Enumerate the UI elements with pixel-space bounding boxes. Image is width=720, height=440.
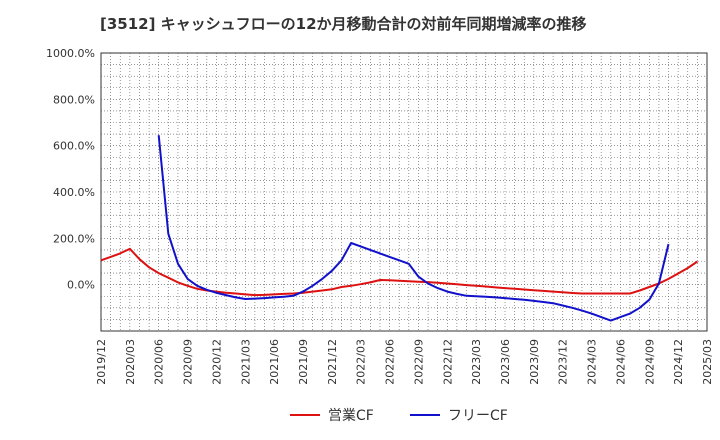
x-tick-label: 2021/12 [326,339,339,385]
x-tick-label: 2021/03 [239,339,252,385]
x-tick-label: 2024/03 [586,339,599,385]
legend: 営業CF フリーCF [0,405,720,425]
legend-label-operating-cf: 営業CF [328,408,374,424]
y-tick-label: 0.0% [67,279,95,292]
x-tick-label: 2024/12 [672,339,685,385]
y-tick-label: 400.0% [53,186,95,199]
x-tick-label: 2021/09 [297,339,310,385]
legend-swatch-operating-cf [290,414,320,416]
x-tick-label: 2020/06 [153,339,166,385]
legend-label-free-cf: フリーCF [448,408,508,424]
y-tick-label: 1000.0% [46,47,95,60]
horizontal-grid [101,64,707,320]
x-tick-label: 2022/03 [355,339,368,385]
x-tick-label: 2023/03 [470,339,483,385]
y-tick-label: 800.0% [53,93,95,106]
y-tick-label: 200.0% [53,232,95,245]
x-tick-label: 2024/06 [614,339,627,385]
series-line-operating-cf [100,247,698,297]
series-line-free-cf [157,135,670,322]
x-tick-label: 2020/03 [124,339,137,385]
x-tick-label: 2020/12 [210,339,223,385]
y-tick-label: 600.0% [53,140,95,153]
x-tick-label: 2019/12 [95,339,108,385]
y-axis-ticks: 0.0% 200.0% 400.0% 600.0% 800.0% 1000.0% [46,47,95,292]
x-tick-label: 2022/12 [441,339,454,385]
legend-item-free-cf: フリーCF [410,405,508,425]
x-axis-ticks: 2019/12 2020/03 2020/06 2020/09 2020/12 2021/… [95,339,714,385]
x-tick-label: 2023/06 [499,339,512,385]
x-tick-label: 2024/09 [643,339,656,385]
legend-item-operating-cf: 営業CF [290,405,374,425]
x-tick-label: 2025/03 [701,339,714,385]
x-tick-label: 2023/09 [528,339,541,385]
x-tick-label: 2021/06 [268,339,281,385]
x-tick-label: 2023/12 [557,339,570,385]
legend-swatch-free-cf [410,414,440,416]
x-tick-label: 2022/09 [412,339,425,385]
x-tick-label: 2020/09 [182,339,195,385]
series-lines [100,135,698,322]
x-tick-label: 2022/06 [384,339,397,385]
chart-title: [3512] キャッシュフローの12か月移動合計の対前年同期増減率の推移 [100,15,587,33]
